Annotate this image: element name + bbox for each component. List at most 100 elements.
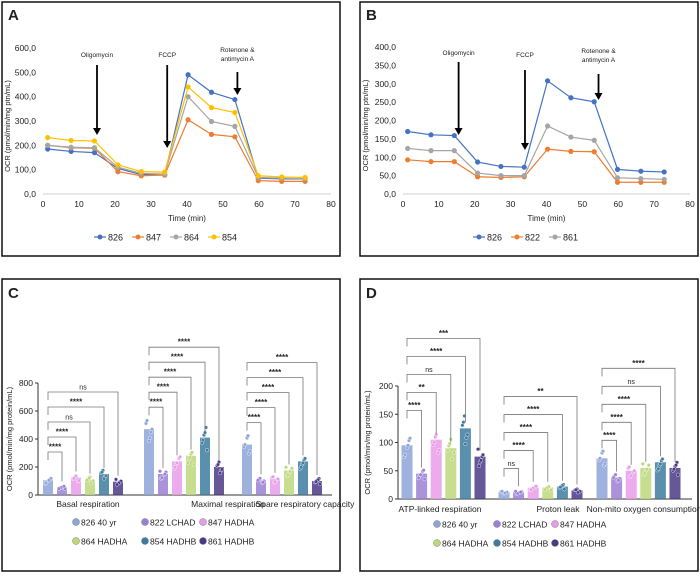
data-point [568,95,574,101]
data-point [568,148,574,154]
bar-854-hadhb [298,461,308,495]
y-tick-label: 0,0 [24,189,36,199]
series-line-861 [407,125,665,180]
data-point [422,477,427,482]
category-label: Basal respiration [56,499,120,509]
panel-border [1,278,341,572]
legend-label: 854 HADHB [502,539,549,549]
y-tick-label: 350,0 [375,60,397,70]
bar-854-hadhb [459,428,471,499]
y-tick-label: 600,0 [15,43,37,53]
significance-bracket [406,337,481,451]
bar-861-hadhb [669,467,681,499]
y-axis-title: OCR (pmol/min/mg protein/mL) [363,390,372,495]
legend-label: 822 LCHAD [502,520,547,530]
data-point [476,447,481,452]
legend-marker [173,234,179,240]
data-point [544,146,551,152]
data-point [661,176,667,182]
x-tick-label: 30 [506,199,516,209]
bar-822-lchad [158,474,168,495]
significance-bracket [246,407,276,473]
arrow-head-icon [454,128,463,135]
data-point [638,168,644,174]
data-point [174,460,179,465]
data-point [208,105,215,111]
legend-label: 847 [146,233,161,243]
category-label: Maximal respiration [191,499,265,509]
annotation-label: FCCP [516,52,534,59]
panel-label: C [8,285,19,302]
data-point [71,476,76,481]
significance-bracket [601,385,661,457]
data-point [603,461,608,466]
data-point [475,174,481,180]
bar-822-lchad [57,487,67,495]
significance-bracket [47,391,119,476]
legend-label: 826 [487,233,502,243]
significance-bracket [246,392,290,465]
bar-861-hadhb [571,490,583,499]
significance-bracket [406,373,452,443]
panel-a: A 0,0 100,0 200,0 300,0 400,0 500,0 600,0 0 10 20 3… [1,1,341,257]
significance-label: **** [255,398,268,407]
annotation-label: Oligomycin [443,50,476,57]
significance-bracket [406,409,423,468]
significance-label: **** [70,398,83,407]
legend-label: 822 LCHAD [150,518,195,528]
data-point [172,465,177,470]
data-point [616,478,621,483]
bar-822-lchad [513,492,525,499]
data-point [302,174,308,181]
legend-marker [476,234,482,240]
data-point [418,472,423,477]
significance-bracket [601,439,617,472]
significance-label: **** [430,347,443,356]
category-label: ATP-linked respiration [399,504,482,514]
y-tick-label: 200,0 [15,140,37,150]
legend-marker [552,234,558,240]
data-point [611,475,616,480]
significance-bracket [148,361,206,432]
data-point [91,138,98,144]
data-point [449,457,454,462]
bar-826-40-yr [401,445,413,499]
data-point [301,460,306,465]
data-point [113,477,118,482]
significance-label: **** [269,368,282,377]
data-point [403,452,408,457]
bar-864-hadha [542,487,554,499]
legend-marker [551,539,559,547]
data-point [544,123,551,129]
data-point [627,465,632,470]
bar-847-hadha [527,487,539,499]
significance-label: **** [610,413,623,422]
data-point [461,420,466,425]
y-tick-label: 100,0 [15,165,37,175]
x-tick-label: 70 [649,199,659,209]
data-point [601,449,606,454]
bar-847-hadha [270,478,280,495]
legend-marker [97,234,103,240]
y-axis-title: OCR (pmol/min/mg protein/mL) [5,386,14,491]
bar-864-hadha [85,479,95,495]
significance-label: ns [79,385,87,392]
legend-label: 864 [184,233,199,243]
data-point [215,462,220,467]
data-point [479,458,484,463]
data-point [189,450,194,455]
data-point [614,175,621,181]
data-point [47,478,52,483]
series-line-826 [47,73,306,180]
data-point [276,476,281,481]
data-point [261,480,266,485]
x-tick-label: 70 [290,199,300,209]
y-tick-label: 500,0 [15,67,37,77]
data-point [84,478,89,483]
x-tick-label: 20 [110,199,120,209]
data-point [288,469,293,474]
data-point [232,109,238,116]
data-point [88,480,93,485]
y-tick-label: 200,0 [375,116,397,126]
data-point [544,78,551,84]
